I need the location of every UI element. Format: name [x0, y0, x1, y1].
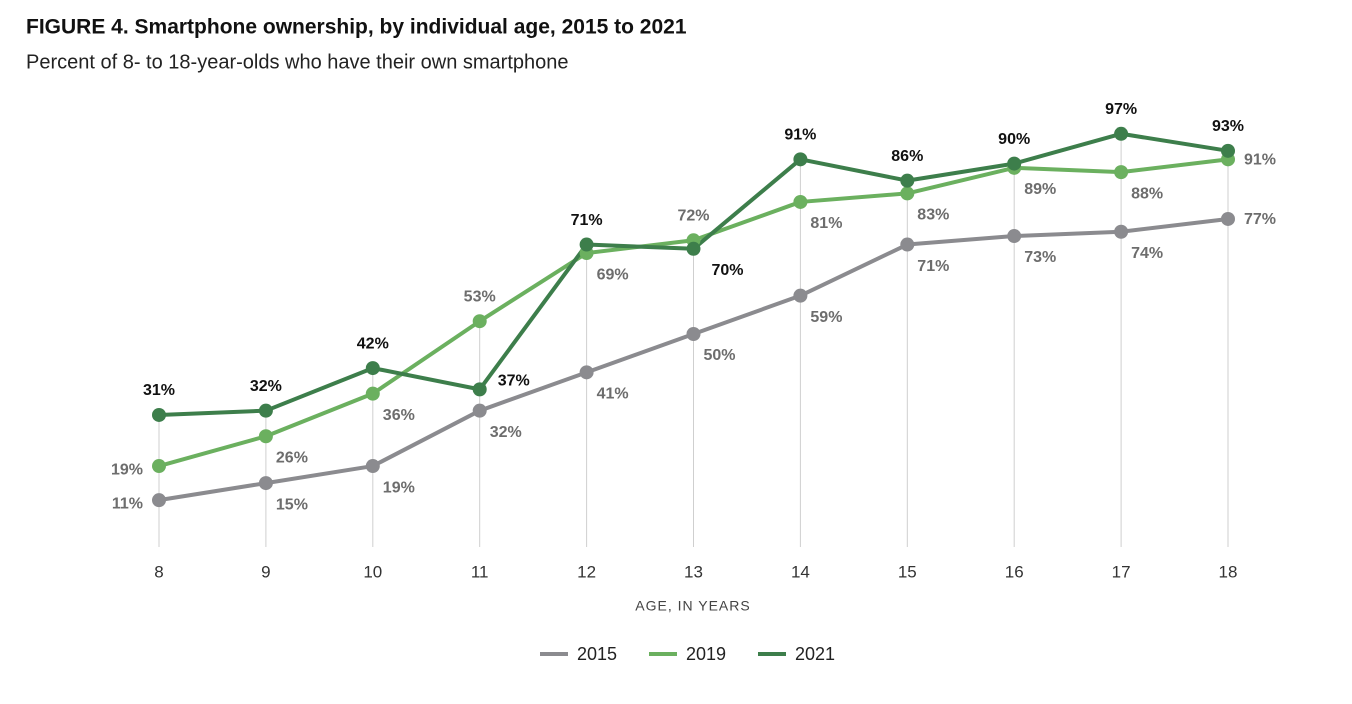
data-point	[579, 237, 594, 252]
data-label: 83%	[917, 207, 949, 224]
data-label: 50%	[704, 347, 736, 364]
data-point	[1007, 156, 1022, 171]
data-label: 70%	[712, 262, 744, 279]
data-label: 73%	[1024, 249, 1056, 266]
chart-title: FIGURE 4. Smartphone ownership, by indiv…	[26, 16, 687, 39]
data-label: 91%	[784, 127, 816, 144]
data-label: 88%	[1131, 185, 1163, 202]
data-point	[793, 194, 808, 209]
data-label: 59%	[810, 309, 842, 326]
data-point	[1114, 165, 1129, 180]
data-label: 36%	[383, 407, 415, 424]
x-tick-label: 14	[791, 562, 810, 581]
data-point	[152, 459, 166, 474]
data-label: 69%	[597, 266, 629, 283]
x-axis-title: AGE, IN YEARS	[635, 598, 750, 614]
data-point	[686, 241, 701, 256]
data-point	[793, 152, 808, 167]
data-point	[472, 403, 487, 418]
data-label: 19%	[111, 461, 143, 478]
data-point	[1221, 211, 1235, 226]
data-label: 37%	[498, 373, 530, 390]
x-tick-label: 12	[577, 562, 596, 581]
data-point	[1221, 143, 1235, 158]
data-label: 71%	[917, 258, 949, 275]
data-point	[1007, 229, 1022, 244]
x-tick-label: 11	[471, 562, 489, 581]
data-label: 15%	[276, 496, 308, 513]
legend-label: 2019	[686, 644, 726, 664]
data-label: 86%	[891, 148, 923, 165]
data-point	[472, 314, 487, 329]
x-tick-label: 10	[363, 562, 382, 581]
data-point	[258, 403, 273, 418]
x-tick-label: 9	[261, 562, 270, 581]
data-label: 19%	[383, 479, 415, 496]
data-label: 93%	[1212, 118, 1244, 135]
data-point	[579, 365, 594, 380]
data-label: 26%	[276, 449, 308, 466]
data-label: 72%	[677, 207, 709, 224]
data-label: 32%	[250, 378, 282, 395]
data-point	[1114, 126, 1129, 141]
data-label: 41%	[597, 386, 629, 403]
data-point	[1114, 224, 1129, 239]
data-label: 32%	[490, 424, 522, 441]
data-point	[900, 186, 915, 201]
data-point	[686, 327, 701, 341]
data-point	[472, 382, 487, 397]
legend-label: 2021	[795, 644, 835, 664]
data-label: 74%	[1131, 245, 1163, 262]
data-label: 53%	[464, 288, 496, 305]
data-label: 77%	[1244, 211, 1276, 228]
x-tick-label: 8	[154, 562, 163, 581]
data-label: 90%	[998, 131, 1030, 148]
data-label: 11%	[112, 495, 143, 512]
data-label: 81%	[810, 215, 842, 232]
data-point	[793, 288, 808, 303]
data-label: 89%	[1024, 181, 1056, 198]
data-label: 71%	[571, 212, 603, 229]
x-tick-label: 16	[1005, 562, 1024, 581]
x-tick-label: 13	[684, 562, 703, 581]
chart-subtitle: Percent of 8- to 18-year-olds who have t…	[26, 51, 569, 73]
x-tick-label: 17	[1112, 562, 1131, 581]
data-label: 91%	[1244, 152, 1276, 169]
data-point	[365, 459, 380, 474]
data-point	[152, 407, 166, 422]
x-tick-label: 18	[1219, 562, 1238, 581]
data-label: 42%	[357, 335, 389, 352]
data-point	[900, 237, 915, 252]
x-tick-label: 15	[898, 562, 917, 581]
data-label: 97%	[1105, 101, 1137, 118]
data-point	[365, 361, 380, 376]
data-label: 31%	[143, 382, 175, 399]
data-point	[258, 429, 273, 444]
data-point	[900, 173, 915, 188]
data-point	[365, 386, 380, 401]
data-point	[152, 493, 166, 508]
data-point	[258, 476, 273, 491]
legend-label: 2015	[577, 644, 617, 664]
